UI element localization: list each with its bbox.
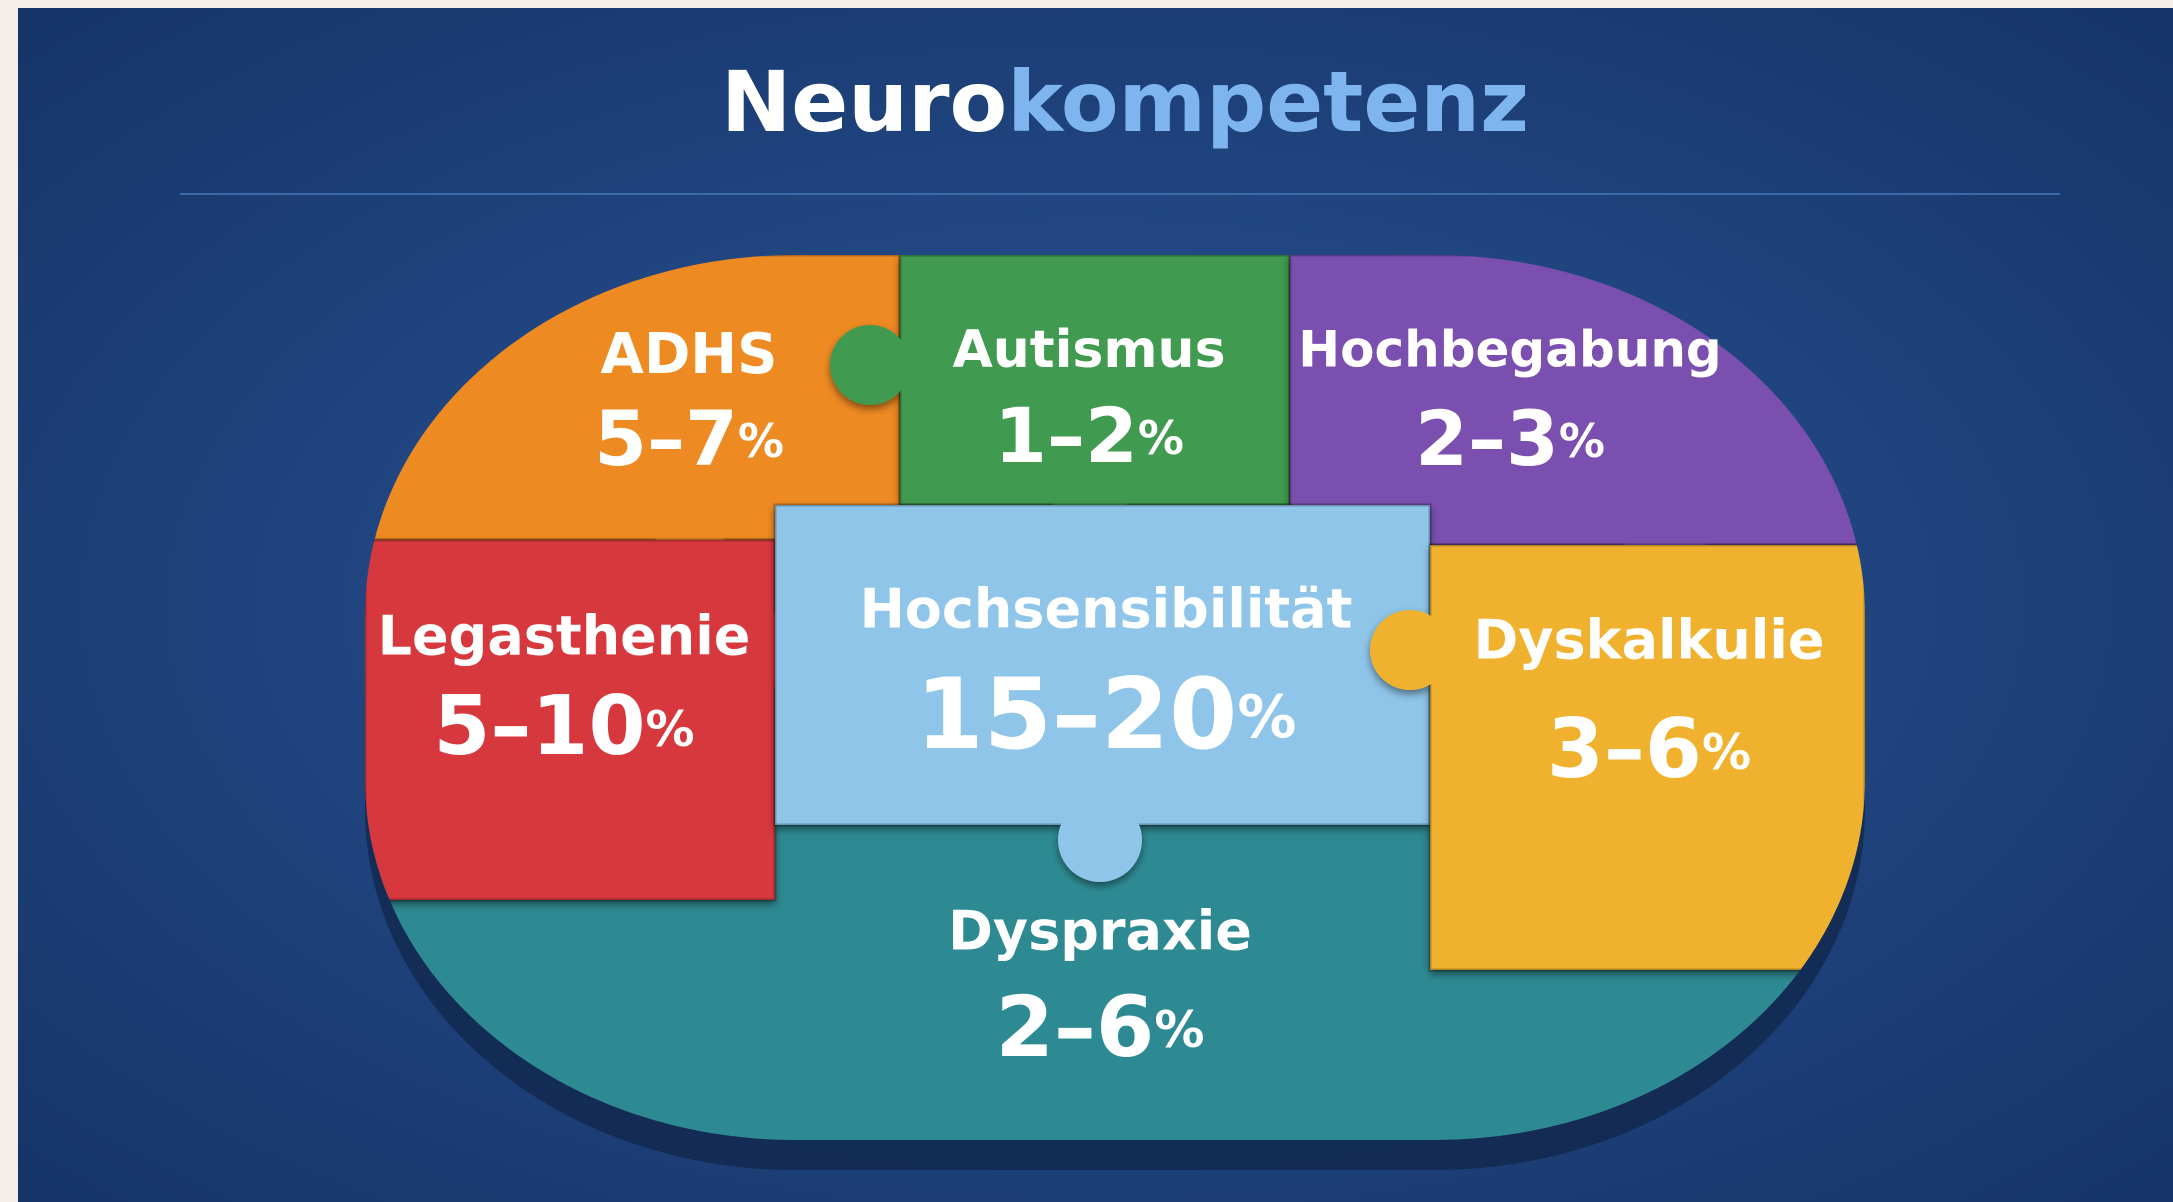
piece-label: Autismus: [952, 320, 1225, 380]
piece-label: Dyspraxie: [948, 900, 1252, 963]
range-value: 1–2: [994, 391, 1138, 480]
range-value: 2–6: [995, 978, 1154, 1076]
range-unit: %: [1237, 682, 1296, 751]
piece-knob: [1058, 798, 1142, 882]
piece-knob: [1370, 610, 1450, 690]
range-value: 5–10: [433, 679, 645, 774]
piece-label: Dyskalkulie: [1473, 609, 1824, 672]
title: Neurokompetenz: [721, 53, 1529, 151]
range-unit: %: [1138, 411, 1184, 465]
range-value: 2–3: [1415, 394, 1559, 483]
range-unit: %: [1702, 724, 1751, 781]
infographic: Neurokompetenz ADHS 5–7% Autismus 1–2% Hochb…: [0, 0, 2173, 1202]
range-value: 15–20: [916, 658, 1238, 772]
range-unit: %: [1559, 414, 1605, 468]
range-value: 3–6: [1547, 702, 1702, 797]
piece-knob: [830, 325, 910, 405]
piece-label: Hochbegabung: [1298, 321, 1721, 379]
piece-label: Hochsensibilität: [860, 578, 1353, 641]
piece-label: Legasthenie: [378, 605, 751, 668]
range-unit: %: [738, 414, 784, 468]
range-value: 5–7: [594, 394, 738, 483]
piece-label: ADHS: [600, 322, 777, 387]
range-unit: %: [646, 701, 695, 758]
range-unit: %: [1154, 1001, 1204, 1059]
